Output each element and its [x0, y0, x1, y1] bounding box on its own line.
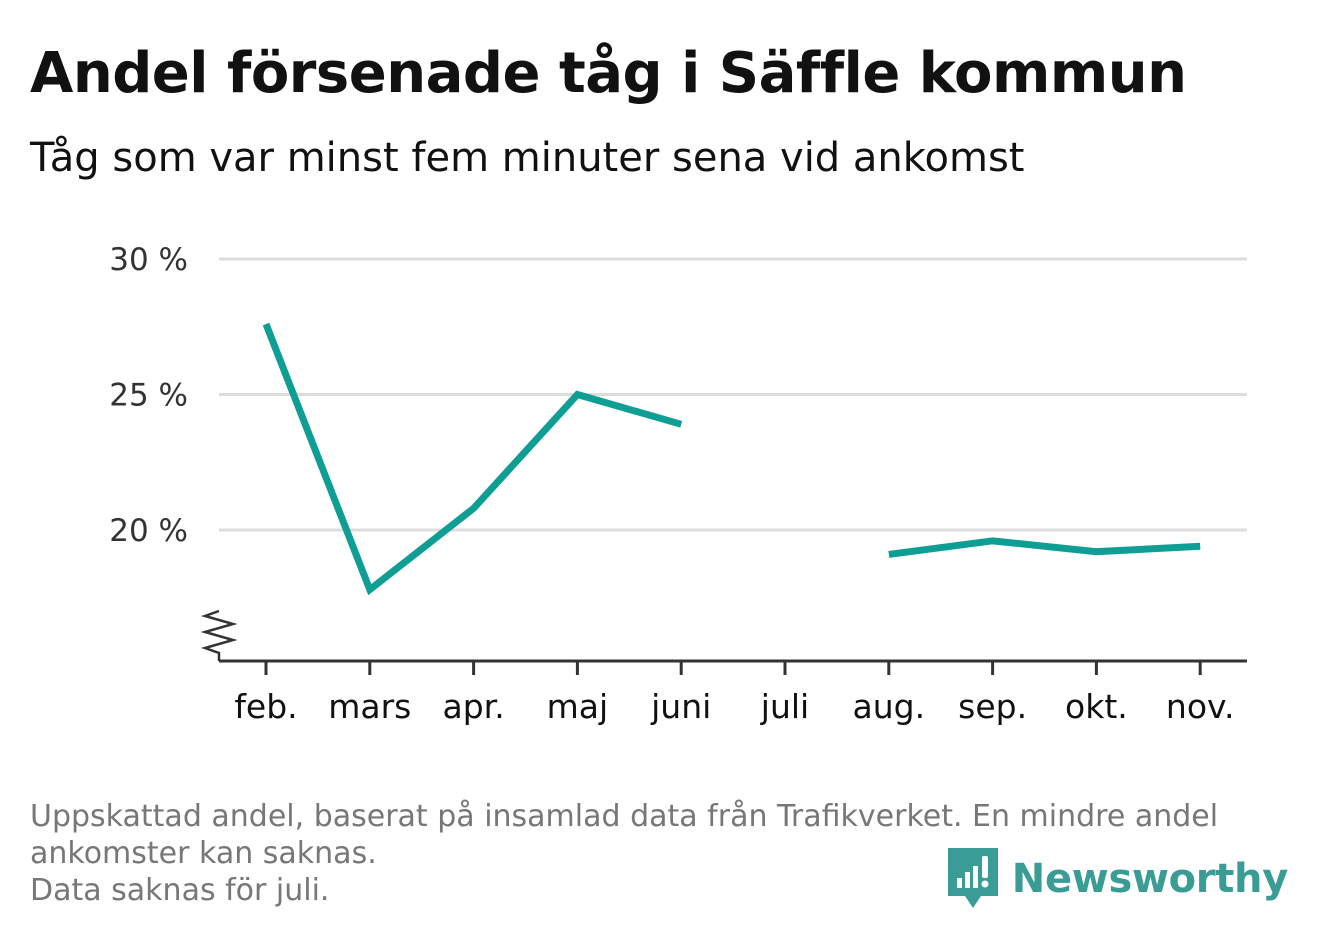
series-line-segment-2 — [888, 537, 1201, 558]
x-tick-label: aug. — [853, 687, 926, 726]
footnote-line-3: Data saknas för juli. — [30, 873, 330, 908]
chart-subtitle: Tåg som var minst fem minuter sena vid a… — [30, 135, 1025, 181]
x-tick-label: okt. — [1065, 687, 1128, 726]
axis-break-icon — [200, 609, 238, 661]
x-tick-label: apr. — [442, 687, 504, 726]
x-tick-label: nov. — [1166, 687, 1235, 726]
line-chart: 20 % 25 % 30 % feb. mars apr. maj juni juli aug.… — [109, 242, 1247, 726]
y-axis-labels: 20 % 25 % 30 % — [109, 242, 188, 549]
x-tick-label: feb. — [234, 687, 297, 726]
y-tick-label: 20 % — [109, 513, 188, 549]
x-tick-label: juni — [650, 687, 711, 726]
newsworthy-logo-icon — [947, 848, 998, 908]
footnote-line-2: ankomster kan saknas. — [30, 836, 377, 871]
x-tick-label: juli — [760, 687, 809, 726]
x-tick-label: sep. — [958, 687, 1027, 726]
y-tick-label: 25 % — [109, 378, 188, 414]
brand-logo: Newsworthy — [947, 848, 1289, 910]
x-axis — [200, 609, 1247, 675]
series-line-segment-1 — [262, 322, 683, 596]
x-tick-label: mars — [328, 687, 411, 726]
brand-name: Newsworthy — [1011, 856, 1289, 902]
series-lines — [262, 322, 1201, 596]
footnote-line-1: Uppskattad andel, baserat på insamlad da… — [30, 799, 1219, 834]
gridlines — [219, 257, 1247, 532]
x-tick-label: maj — [547, 687, 609, 726]
x-axis-labels: feb. mars apr. maj juni juli aug. sep. okt. nov. — [234, 687, 1234, 726]
footnote: Uppskattad andel, baserat på insamlad da… — [30, 798, 1280, 909]
chart-title: Andel försenade tåg i Säffle kommun — [30, 41, 1187, 106]
y-tick-label: 30 % — [109, 242, 188, 278]
